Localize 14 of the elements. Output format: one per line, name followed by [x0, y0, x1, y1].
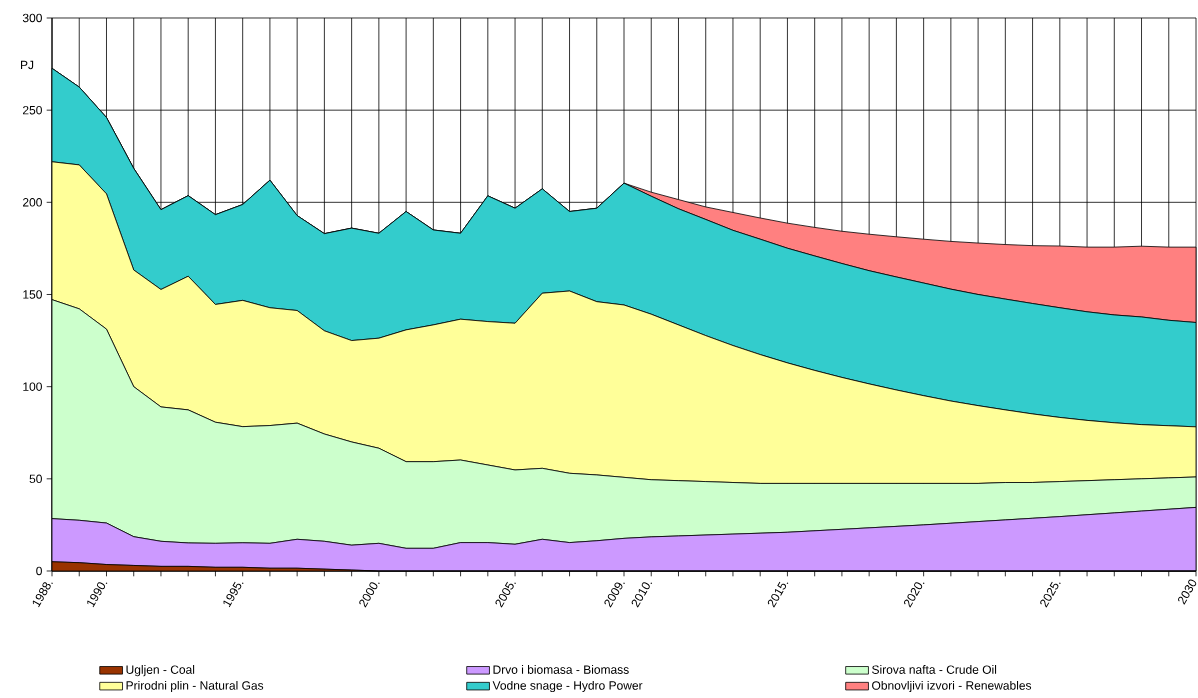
y-tick-label: 50 [29, 474, 42, 484]
y-tick-label: 250 [23, 105, 42, 115]
y-tick-label: 150 [23, 290, 42, 299]
legend-label: Sirova nafta - Crude Oil [872, 665, 997, 674]
y-tick-label: 200 [23, 198, 42, 207]
legend-label: Obnovljivi izvori - Renewables [872, 680, 1032, 693]
legend-label: Prirodni plin - Natural Gas [126, 680, 264, 693]
y-tick-label: 300 [22, 13, 42, 23]
y-axis-title: PJ [21, 60, 34, 70]
y-tick-label: 0 [36, 566, 42, 576]
legend-label: Vodne snage - Hydro Power [492, 680, 643, 693]
legend-label: Drvo i biomasa - Biomass [493, 665, 629, 674]
y-tick-label: 100 [23, 382, 42, 391]
legend-label: Ugljen - Coal [126, 665, 195, 677]
